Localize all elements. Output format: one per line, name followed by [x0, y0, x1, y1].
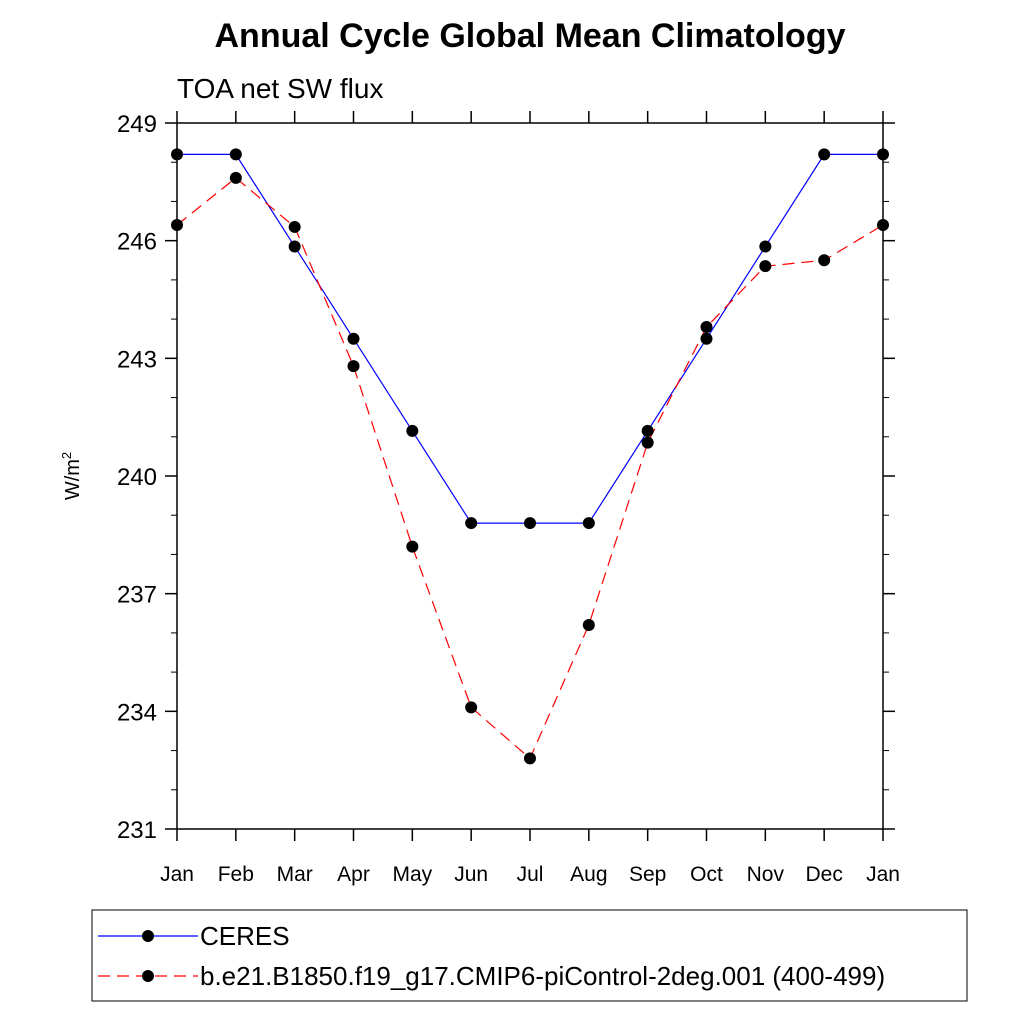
data-point-series-0	[818, 148, 831, 161]
legend-marker-ceres	[142, 930, 154, 942]
chart-subtitle: TOA net SW flux	[177, 73, 383, 104]
y-axis-label: W/m2	[59, 452, 84, 500]
data-point-series-0	[229, 148, 242, 161]
x-tick-label: Jan	[866, 863, 900, 886]
x-tick-label: Dec	[805, 863, 842, 886]
series-layer	[171, 148, 889, 765]
data-point-series-1	[818, 254, 831, 267]
x-tick-label: Sep	[629, 863, 666, 886]
y-tick-label: 246	[117, 229, 157, 256]
x-tick-label: Oct	[690, 863, 723, 886]
y-axis-label-text: W/m	[62, 459, 84, 500]
y-tick-label: 240	[117, 464, 157, 491]
series-line-0	[177, 153, 883, 524]
y-axis: 231 234 237 240 243 246 249	[117, 111, 895, 844]
y-tick-label: 234	[117, 699, 157, 726]
data-point-series-1	[641, 436, 654, 449]
data-point-series-1	[406, 540, 419, 553]
x-axis: Jan Feb Mar Apr May Jun Jul Aug Sep Oct Nov Dec Jan	[160, 111, 900, 886]
x-tick-label: Apr	[337, 863, 370, 886]
data-point-series-0	[465, 517, 478, 530]
data-point-series-1	[877, 218, 889, 231]
x-tick-label: Nov	[747, 863, 785, 886]
data-point-series-1	[229, 171, 242, 184]
series-line-1	[176, 177, 884, 760]
data-point-series-1	[582, 619, 595, 632]
x-tick-label: Jul	[517, 863, 544, 886]
y-tick-label: 249	[117, 111, 157, 138]
data-point-series-0	[641, 424, 654, 437]
data-point-series-1	[465, 701, 478, 714]
x-tick-label: Aug	[570, 863, 607, 886]
minor-ticks	[171, 161, 889, 791]
legend-label-ceres: CERES	[200, 921, 290, 951]
x-tick-label: Mar	[277, 863, 313, 886]
x-tick-label: Jun	[454, 863, 488, 886]
y-axis-label-superscript: 2	[59, 452, 74, 459]
data-point-series-0	[406, 424, 419, 437]
legend-box	[91, 909, 968, 1002]
legend-label-model: b.e21.B1850.f19_g17.CMIP6-piControl-2deg…	[200, 961, 885, 991]
data-point-series-0	[524, 517, 536, 530]
data-point-series-1	[524, 752, 536, 765]
data-point-series-1	[759, 260, 772, 273]
data-point-series-1	[700, 320, 713, 333]
x-tick-label: Jan	[160, 863, 194, 886]
y-tick-label: 243	[117, 346, 157, 373]
data-point-series-0	[582, 517, 595, 530]
data-point-series-0	[171, 148, 183, 161]
data-point-series-0	[700, 332, 713, 345]
y-tick-label: 231	[117, 817, 157, 844]
data-point-series-1	[171, 218, 183, 231]
data-point-series-1	[288, 220, 301, 233]
data-point-series-0	[877, 148, 889, 161]
x-tick-label: May	[392, 863, 432, 886]
data-point-series-0	[759, 240, 772, 253]
x-tick-label: Feb	[218, 863, 254, 886]
legend-marker-model	[142, 970, 154, 982]
y-tick-label: 237	[117, 582, 157, 609]
data-point-series-0	[288, 240, 301, 253]
data-point-series-1	[347, 360, 360, 373]
chart-title: Annual Cycle Global Mean Climatology	[215, 17, 846, 55]
data-point-series-0	[347, 332, 360, 345]
